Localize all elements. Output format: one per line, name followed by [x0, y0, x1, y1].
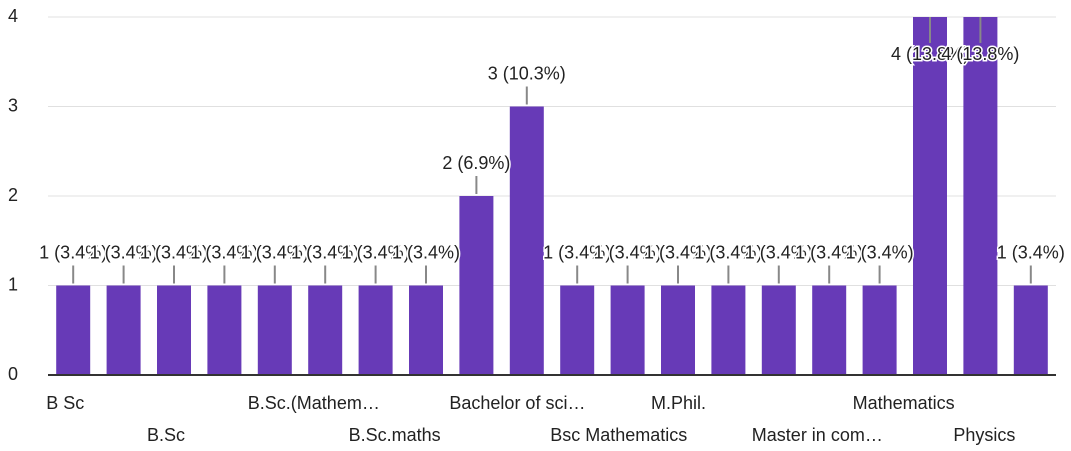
bar [106, 285, 141, 375]
bar [509, 106, 544, 375]
x-tick-label: B.Sc.(Mathem… [248, 393, 380, 413]
value-label: 1 (3.4%) [39, 242, 107, 262]
x-tick-label: B Sc [46, 393, 84, 413]
bar [963, 17, 998, 375]
value-label: 1 (3.4%) [342, 242, 410, 262]
bar [560, 285, 595, 375]
value-label: 1 (3.4%) [997, 242, 1065, 262]
x-tick-label: Bachelor of sci… [449, 393, 585, 413]
bar [610, 285, 645, 375]
x-tick-label: Physics [953, 425, 1015, 445]
value-label: 1 (3.4%) [694, 242, 762, 262]
bar [459, 196, 494, 375]
y-tick-label: 2 [8, 185, 18, 205]
x-tick-label: B.Sc [147, 425, 185, 445]
bar [358, 285, 393, 375]
value-label: 1 (3.4%) [594, 242, 662, 262]
bar [711, 285, 746, 375]
value-label: 2 (6.9%) [442, 153, 510, 173]
value-label: 4 (13.8%) [891, 44, 969, 64]
value-label: 1 (3.4%) [90, 242, 158, 262]
bar [1013, 285, 1048, 375]
bar [812, 285, 847, 375]
value-label: 1 (3.4%) [140, 242, 208, 262]
bar [157, 285, 191, 375]
y-tick-label: 0 [8, 364, 18, 384]
bar [207, 285, 242, 375]
value-label: 1 (3.4%) [392, 242, 460, 262]
bar [661, 285, 695, 375]
value-label: 1 (3.4%) [745, 242, 813, 262]
x-tick-label: Bsc Mathematics [550, 425, 687, 445]
bar [56, 285, 91, 375]
value-label: 1 (3.4%) [795, 242, 863, 262]
bar [409, 285, 443, 375]
y-tick-label: 3 [8, 95, 18, 115]
bar [308, 285, 343, 375]
value-label: 1 (3.4%) [644, 242, 712, 262]
value-label: 3 (10.3%) [488, 63, 566, 83]
value-label: 1 (3.4%) [846, 242, 914, 262]
x-tick-label: M.Phil. [651, 393, 706, 413]
value-label: 4 (13.8%) [941, 44, 1019, 64]
x-tick-label: Mathematics [853, 393, 955, 413]
x-tick-label: Master in com… [752, 425, 883, 445]
bar [761, 285, 796, 375]
value-label: 1 (3.4%) [241, 242, 309, 262]
x-tick-label: B.Sc.maths [349, 425, 441, 445]
bar [257, 285, 292, 375]
bar [862, 285, 897, 375]
y-tick-label: 1 [8, 274, 18, 294]
value-label: 1 (3.4%) [190, 242, 258, 262]
value-label: 1 (3.4%) [543, 242, 611, 262]
value-label: 1 (3.4%) [291, 242, 359, 262]
bar [913, 17, 947, 375]
y-tick-label: 4 [8, 6, 18, 26]
